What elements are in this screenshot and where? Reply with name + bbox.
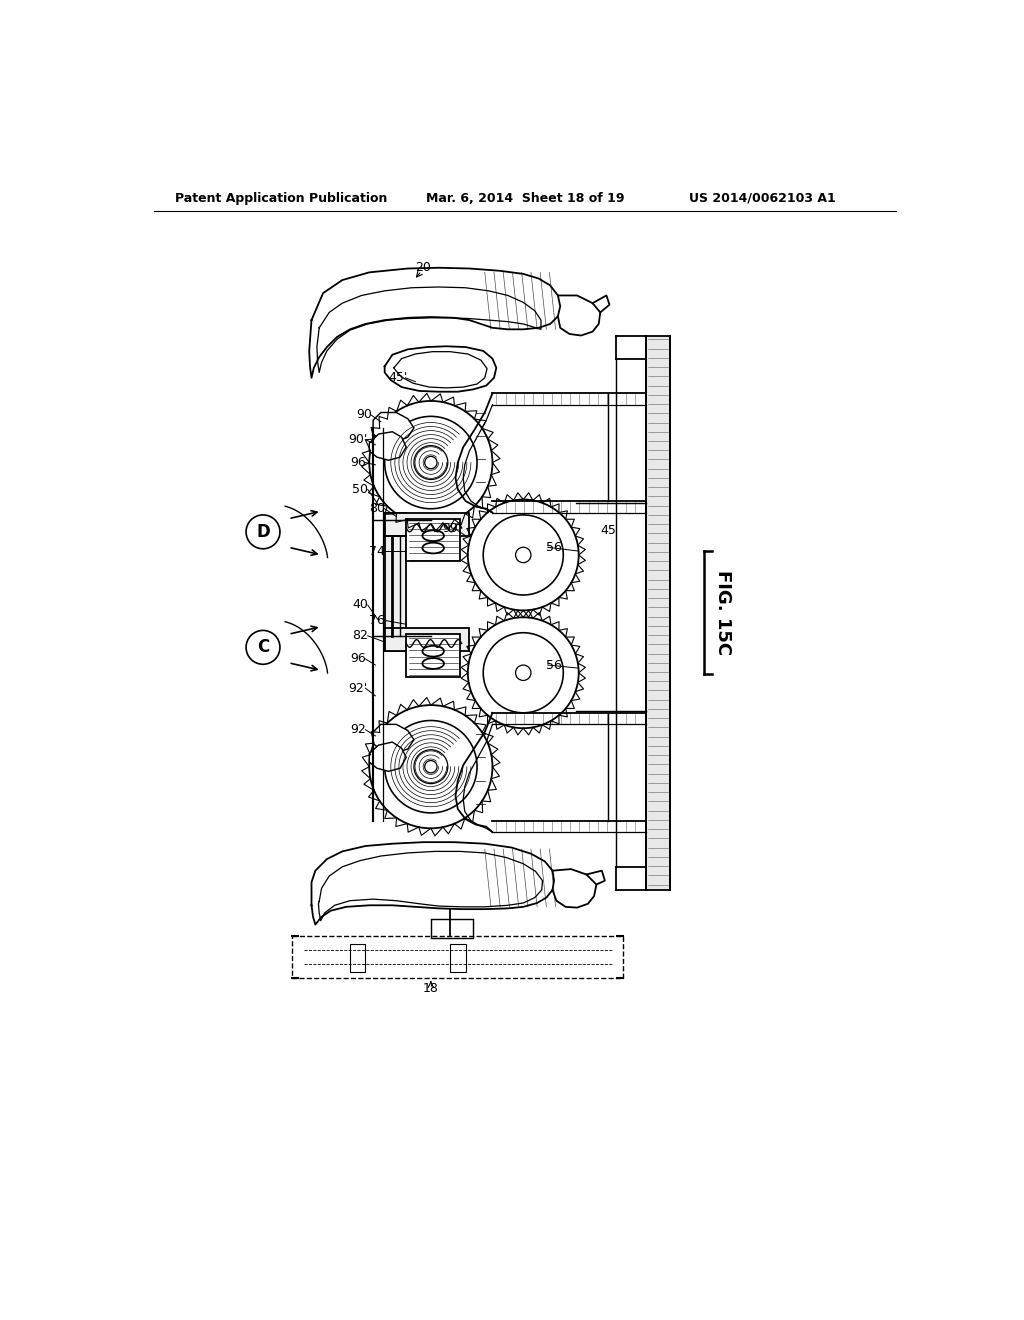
Text: 92': 92' — [348, 681, 368, 694]
Text: 90': 90' — [348, 433, 368, 446]
Text: 74: 74 — [369, 545, 385, 557]
Text: US 2014/0062103 A1: US 2014/0062103 A1 — [688, 191, 836, 205]
Text: Patent Application Publication: Patent Application Publication — [174, 191, 387, 205]
Text: 90: 90 — [356, 408, 372, 421]
Circle shape — [515, 548, 531, 562]
Text: 99: 99 — [442, 521, 458, 535]
Text: 56: 56 — [546, 541, 562, 554]
Bar — [407, 635, 460, 677]
Text: 20: 20 — [415, 261, 431, 275]
Text: FIG. 15C: FIG. 15C — [715, 570, 732, 655]
Ellipse shape — [422, 659, 444, 669]
Text: 45: 45 — [600, 524, 615, 537]
Text: 82: 82 — [352, 630, 368, 643]
Circle shape — [425, 760, 437, 774]
Polygon shape — [373, 725, 414, 752]
Text: 96: 96 — [350, 652, 366, 665]
Text: 96: 96 — [350, 455, 366, 469]
Bar — [350, 944, 366, 972]
Polygon shape — [370, 432, 407, 461]
Bar — [385, 512, 407, 651]
Polygon shape — [373, 412, 414, 442]
Bar — [646, 335, 670, 890]
Bar — [431, 919, 473, 939]
Bar — [385, 628, 469, 651]
Text: 76: 76 — [369, 614, 385, 627]
Circle shape — [425, 457, 437, 469]
Text: C: C — [257, 639, 269, 656]
Ellipse shape — [422, 543, 444, 553]
Bar — [385, 512, 469, 536]
Bar — [451, 944, 466, 972]
Text: 50: 50 — [352, 483, 368, 496]
Text: 92: 92 — [350, 723, 366, 737]
Bar — [407, 519, 460, 561]
Ellipse shape — [422, 645, 444, 656]
Text: 18: 18 — [423, 982, 439, 995]
Polygon shape — [370, 742, 407, 771]
Text: D: D — [256, 523, 270, 541]
Circle shape — [515, 665, 531, 681]
Text: 45': 45' — [389, 371, 409, 384]
Text: Mar. 6, 2014  Sheet 18 of 19: Mar. 6, 2014 Sheet 18 of 19 — [426, 191, 624, 205]
Bar — [292, 936, 624, 978]
Text: 56: 56 — [546, 659, 562, 672]
Ellipse shape — [422, 531, 444, 541]
Text: 40: 40 — [352, 598, 368, 611]
Text: 80: 80 — [369, 502, 385, 515]
